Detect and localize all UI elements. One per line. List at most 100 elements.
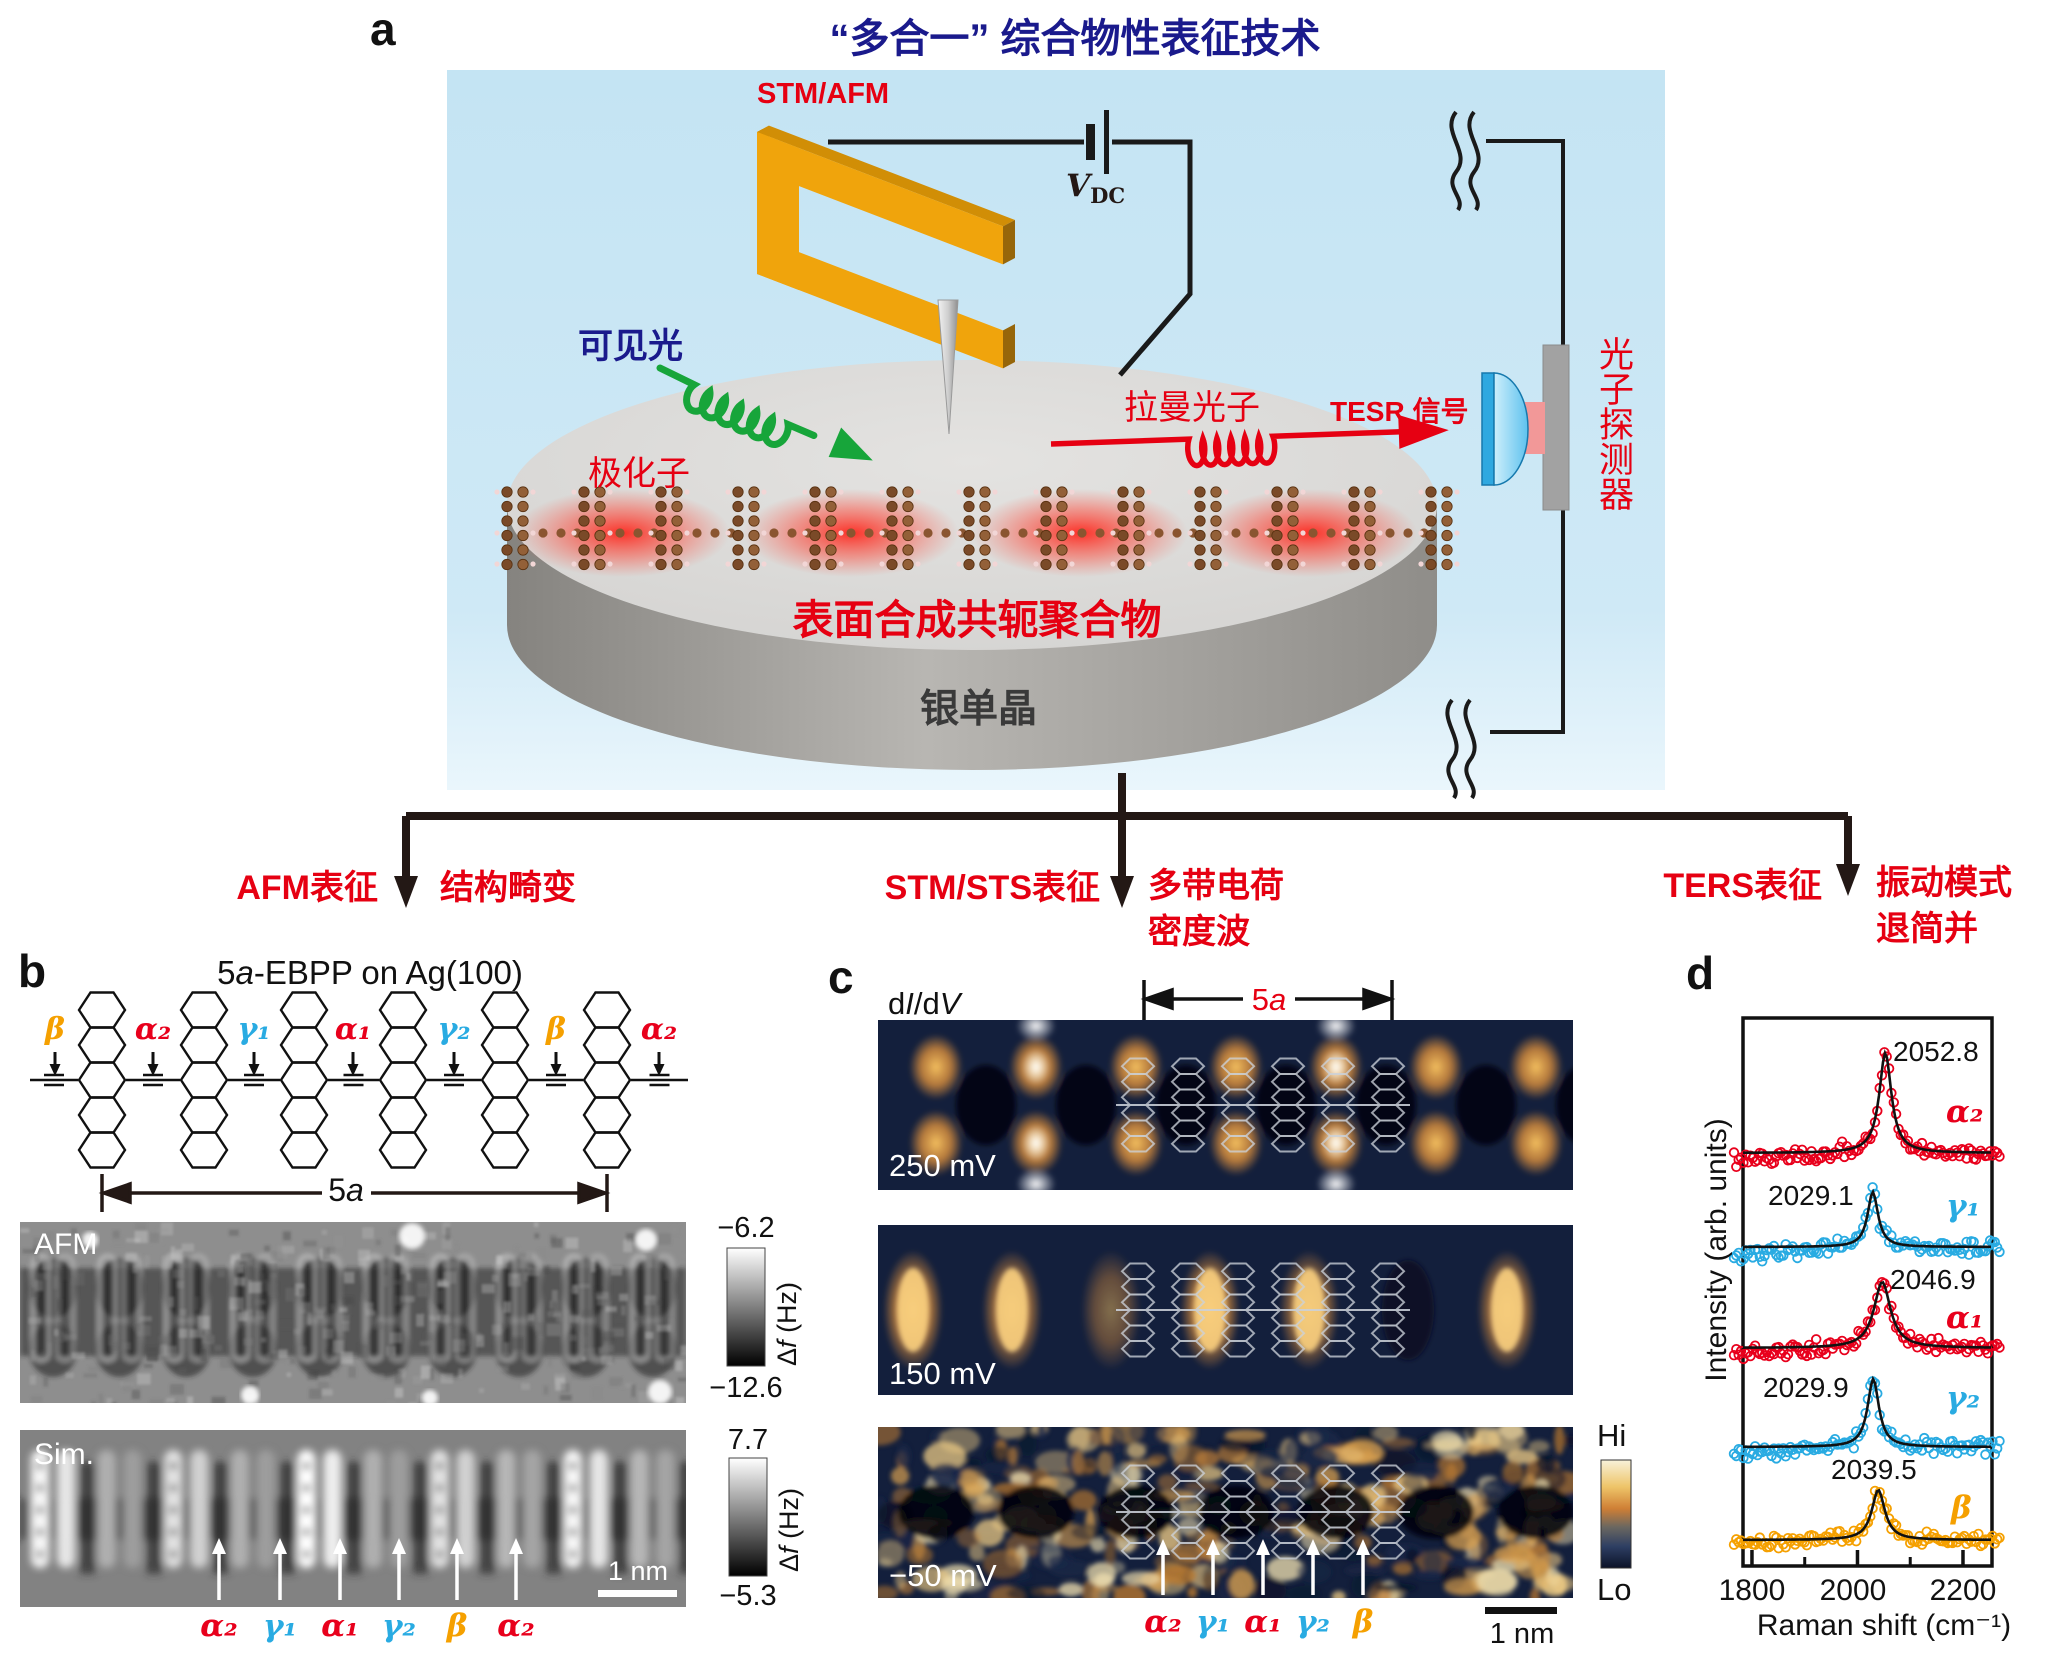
panel-a-label: a — [370, 3, 396, 55]
c-arrow-label-3: γ₂ — [1295, 1604, 1331, 1640]
flow-result-afm: 结构畸变 — [440, 869, 576, 907]
bond-label-1: α₂ — [134, 1012, 172, 1047]
bias-m50: −50 mV — [889, 1558, 997, 1593]
flow-connector-lines — [402, 773, 1852, 878]
stm-tip — [937, 299, 959, 435]
c-arrow-label-1: γ₁ — [1195, 1604, 1231, 1640]
panel-a-title: “多合一” 综合物性表征技术 — [829, 17, 1321, 61]
polymer-chain — [494, 486, 1460, 577]
sim-arrow-label-1: γ₁ — [262, 1608, 298, 1644]
sim-cb-bottom: −5.3 — [719, 1580, 777, 1612]
polaron-label: 极化子 — [588, 455, 690, 493]
bias-circuit-wire — [828, 139, 1193, 377]
c-arrow-label-4: β — [1352, 1604, 1374, 1640]
afm-image — [20, 1222, 686, 1403]
flow-method-sts: STM/STS表征 — [884, 869, 1100, 907]
peak-value-4: 2039.5 — [1831, 1454, 1917, 1485]
vdc-label: VDC — [1066, 168, 1126, 209]
sim-arrow-label-5: α₂ — [497, 1608, 535, 1644]
hi-label: Hi — [1597, 1418, 1627, 1453]
bond-label-0: β — [45, 1012, 65, 1047]
peak-value-0: 2052.8 — [1893, 1036, 1979, 1067]
series-name-2: α₁ — [1946, 1300, 1984, 1336]
panel-d-label: d — [1686, 947, 1715, 999]
c-arrow-label-2: α₁ — [1244, 1604, 1282, 1640]
sim-cb-unit: Δf (Hz) — [774, 1487, 804, 1572]
detector-wire — [1445, 110, 1565, 800]
afm-cb-bottom: −12.6 — [709, 1372, 783, 1404]
d-xtick-0: 1800 — [1718, 1574, 1786, 1607]
flow-result-ters-2: 退简并 — [1876, 910, 1978, 948]
tesr-signal-label: TESR 信号 — [1330, 396, 1469, 427]
afm-cb-top: −6.2 — [717, 1212, 775, 1244]
lo-label: Lo — [1597, 1572, 1632, 1607]
panel-c-label: c — [828, 951, 854, 1003]
c-arrow-label-0: α₂ — [1144, 1604, 1182, 1640]
d-ylabel: Intensity (arb. units) — [1700, 1118, 1733, 1382]
scalebar-sim — [598, 1590, 677, 1597]
didv-label: dI/dV — [888, 986, 961, 1021]
wire-break-squiggle-top — [1449, 110, 1463, 212]
scalebar-sim-label: 1 nm — [607, 1556, 669, 1586]
flow-result-sts-1: 多带电荷 — [1148, 867, 1284, 905]
flow-result-ters-1: 振动模式 — [1876, 864, 2012, 902]
visible-light-label: 可见光 — [578, 327, 684, 366]
battery-icon — [1086, 110, 1109, 174]
silver-crystal-label: 银单晶 — [920, 688, 1038, 731]
flow-method-ters: TERS表征 — [1663, 867, 1822, 905]
bond-label-3: α₁ — [334, 1012, 372, 1047]
bias-250: 250 mV — [889, 1148, 996, 1183]
detector-sensor-window — [1523, 402, 1545, 454]
visible-light-arrow — [656, 364, 873, 461]
span-arrow-5a-c — [1140, 980, 1396, 1020]
bond-label-2: γ₁ — [237, 1012, 271, 1047]
didv-map-250mv — [878, 1020, 1573, 1190]
flow-arrowheads — [394, 864, 1860, 908]
stm-afm-label: STM/AFM — [757, 78, 890, 110]
afm-image-label: AFM — [34, 1228, 98, 1261]
bias-150: 150 mV — [889, 1356, 996, 1391]
raman-spectra-plot — [1728, 1016, 2005, 1568]
sim-arrow-label-2: α₁ — [321, 1608, 359, 1644]
d-xtick-1: 2000 — [1819, 1574, 1887, 1607]
raman-signal-arrow — [1050, 414, 1449, 469]
sim-arrow-label-0: α₂ — [200, 1608, 238, 1644]
flow-method-afm: AFM表征 — [236, 869, 378, 907]
flow-result-sts-2: 密度波 — [1148, 913, 1250, 951]
peak-value-3: 2029.9 — [1763, 1372, 1849, 1403]
d-xlabel: Raman shift (cm⁻¹) — [1756, 1609, 2012, 1642]
bond-label-5: β — [546, 1012, 566, 1047]
span-arrow-5a-b — [98, 1174, 611, 1212]
didv-map-minus50mv — [878, 1427, 1573, 1598]
span-5a-label-c: 5a — [1251, 982, 1287, 1017]
d-xtick-2: 2200 — [1929, 1574, 1997, 1607]
peak-value-1: 2029.1 — [1768, 1180, 1854, 1211]
sim-colorbar — [728, 1457, 768, 1577]
afm-cb-unit: Δf (Hz) — [772, 1281, 802, 1366]
series-name-4: β — [1951, 1490, 1972, 1526]
sim-image-label: Sim. — [34, 1438, 94, 1471]
wire-break-squiggle-bottom — [1445, 698, 1459, 800]
series-name-1: γ₁ — [1946, 1188, 1981, 1224]
didv-map-150mv — [878, 1225, 1573, 1395]
sim-cb-top: 7.7 — [727, 1424, 769, 1456]
chemical-structure — [30, 991, 688, 1169]
panel-b-label: b — [18, 945, 47, 997]
bond-label-6: α₂ — [640, 1012, 678, 1047]
collection-lens — [1481, 372, 1529, 486]
photon-detector-body — [1542, 344, 1570, 511]
photon-detector-label: 光子探测器 — [1594, 336, 1633, 511]
hi-lo-colorbar — [1600, 1459, 1632, 1569]
panel-b-title: 5a-EBPP on Ag(100) — [217, 954, 523, 991]
bond-label-4: γ₂ — [437, 1012, 471, 1047]
sim-afm-image — [20, 1430, 686, 1607]
series-name-0: α₂ — [1946, 1094, 1984, 1130]
scalebar-c — [1485, 1607, 1557, 1614]
series-name-3: γ₂ — [1946, 1380, 1981, 1416]
span-5a-label-b: 5a — [328, 1172, 364, 1208]
sim-arrow-label-4: β — [446, 1608, 468, 1644]
sim-arrow-label-3: γ₂ — [381, 1608, 417, 1644]
polymer-label: 表面合成共轭聚合物 — [792, 597, 1162, 643]
